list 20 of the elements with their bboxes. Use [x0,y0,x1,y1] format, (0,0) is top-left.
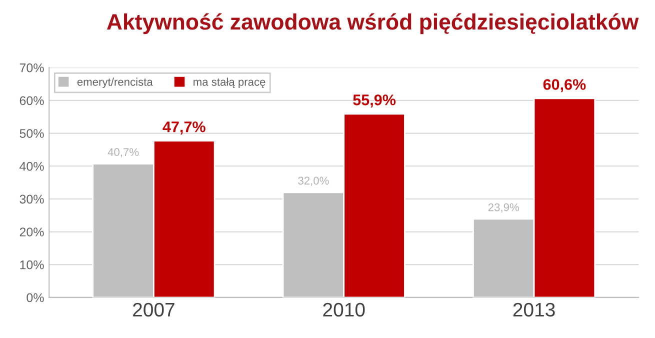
y-tick-label: 40% [20,162,44,171]
y-tick-label: 30% [20,194,44,204]
y-tick-label: 10% [20,260,44,270]
x-tick-label: 2010 [323,302,365,317]
x-tick-label: 2013 [513,302,555,317]
y-tick-label: 60% [20,96,44,106]
legend-label: emeryt/rencista [77,78,153,88]
data-label: 32,0% [298,176,329,186]
data-label: 60,6% [543,79,586,92]
data-label: 55,9% [353,94,396,108]
x-tick-label: 2007 [133,302,174,317]
data-label: 40,7% [108,148,139,158]
y-tick-label: 0% [26,293,44,302]
y-tick-label: 20% [20,228,44,236]
chart-title: Aktywność zawodowa wśród pięćdziesięciolatków [106,13,639,34]
data-label: 47,7% [162,121,206,134]
data-label: 23,9% [488,203,519,213]
y-tick-label: 50% [20,129,44,138]
legend-label: ma stałą pracę [194,78,266,88]
y-tick-label: 70% [20,63,44,72]
